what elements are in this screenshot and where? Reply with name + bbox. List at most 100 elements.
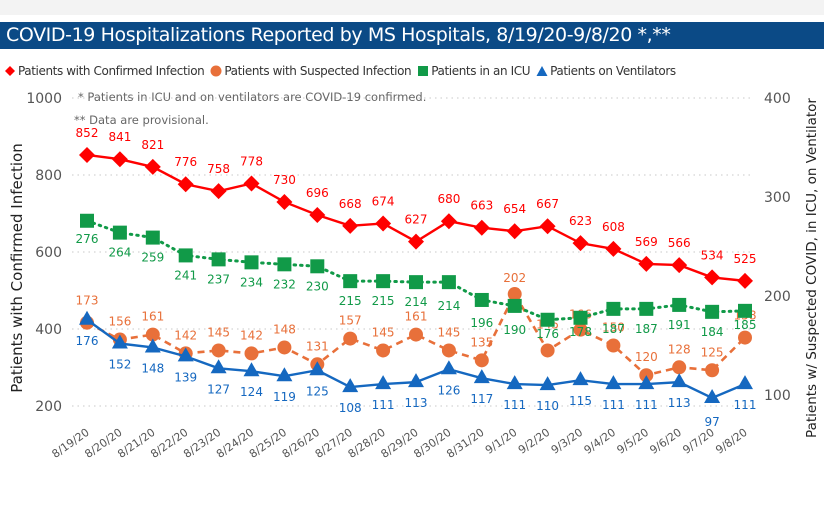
data-label: 276 xyxy=(76,232,99,246)
data-label: 115 xyxy=(569,394,592,408)
data-label: 119 xyxy=(273,390,296,404)
data-point-square xyxy=(573,310,588,325)
data-label: 241 xyxy=(174,268,197,282)
data-label: 821 xyxy=(141,138,164,152)
data-point-triangle xyxy=(704,388,721,403)
data-point-square xyxy=(145,230,160,245)
data-point-circle xyxy=(672,360,687,375)
legend-label: Patients in an ICU xyxy=(431,64,531,78)
data-label: 157 xyxy=(339,314,362,328)
data-point-square xyxy=(343,274,358,289)
legend-label: Patients with Suspected Infection xyxy=(224,64,412,78)
data-label: 841 xyxy=(108,130,131,144)
data-point-square xyxy=(376,274,391,289)
data-label: 234 xyxy=(240,275,263,289)
data-point-triangle xyxy=(375,375,392,390)
data-label: 237 xyxy=(207,272,230,286)
data-label: 145 xyxy=(372,325,395,339)
data-point-triangle xyxy=(342,378,359,393)
data-label: 173 xyxy=(76,294,99,308)
data-label: 131 xyxy=(306,339,329,353)
data-point-square xyxy=(178,248,193,263)
y2-tick-label: 200 xyxy=(764,289,791,305)
y-axis-left-title: Patients with Confirmed Infection xyxy=(8,143,26,392)
data-label: 696 xyxy=(306,186,329,200)
note-1: * Patients in ICU and on ventilators are… xyxy=(78,90,426,104)
data-point-diamond xyxy=(144,158,161,175)
data-label: 196 xyxy=(470,316,493,330)
data-point-triangle xyxy=(309,361,326,376)
data-label: 232 xyxy=(273,277,296,291)
data-label: 569 xyxy=(635,235,658,249)
data-label: 668 xyxy=(339,197,362,211)
data-label: 113 xyxy=(668,396,691,410)
data-point-diamond xyxy=(671,257,688,274)
data-label: 534 xyxy=(701,248,724,262)
x-tick-label: 8/31/20 xyxy=(444,426,486,461)
data-label: 191 xyxy=(668,318,691,332)
data-point-diamond xyxy=(473,219,490,236)
data-label: 117 xyxy=(470,392,493,406)
series-circle: 173 156 161 142 145 142 148 131 157 145 161 145 135 2… xyxy=(76,271,756,383)
data-label: 623 xyxy=(569,214,592,228)
x-tick-label: 9/5/20 xyxy=(615,426,651,457)
legend-item-icu: Patients in an ICU xyxy=(417,64,531,78)
data-point-triangle xyxy=(539,376,556,391)
data-label: 663 xyxy=(470,199,493,213)
data-point-circle xyxy=(244,346,259,361)
data-point-triangle xyxy=(440,360,457,375)
data-label: 190 xyxy=(503,323,526,337)
data-point-diamond xyxy=(572,235,589,252)
data-point-diamond xyxy=(243,175,260,192)
data-label: 110 xyxy=(536,399,559,413)
data-label: 113 xyxy=(405,396,428,410)
data-label: 214 xyxy=(437,299,460,313)
data-point-square xyxy=(310,259,325,274)
data-point-triangle xyxy=(276,367,293,382)
data-point-square xyxy=(705,304,720,319)
data-label: 148 xyxy=(141,361,164,375)
data-point-square xyxy=(540,312,555,327)
data-point-circle xyxy=(738,330,752,345)
legend-label: Patients on Ventilators xyxy=(550,64,676,78)
data-label: 178 xyxy=(569,325,592,339)
data-point-square xyxy=(409,275,423,290)
data-label: 776 xyxy=(174,155,197,169)
y-tick-label: 800 xyxy=(35,168,62,184)
data-point-circle xyxy=(343,331,358,346)
data-label: 142 xyxy=(240,328,263,342)
data-label: 108 xyxy=(339,401,362,415)
data-point-circle xyxy=(606,338,621,353)
data-label: 111 xyxy=(734,398,757,412)
data-label: 259 xyxy=(141,251,164,265)
legend-label: Patients with Confirmed Infection xyxy=(18,64,205,78)
x-axis: 8/19/208/20/208/21/208/22/208/23/208/24/… xyxy=(50,426,750,461)
chart-title: COVID-19 Hospitalizations Reported by MS… xyxy=(0,22,824,49)
y2-tick-label: 400 xyxy=(764,91,791,107)
square-icon xyxy=(418,66,429,76)
data-point-square xyxy=(244,255,259,270)
y2-tick-label: 300 xyxy=(764,190,791,206)
series-triangle: 176 152 148 139 127 124 119 125 108 111 113 126 117 1… xyxy=(76,310,757,429)
x-tick-label: 9/7/20 xyxy=(680,426,716,457)
data-label: 142 xyxy=(174,328,197,342)
data-label: 566 xyxy=(668,236,691,250)
data-label: 185 xyxy=(734,318,757,332)
x-tick-label: 9/2/20 xyxy=(516,426,552,457)
data-label: 730 xyxy=(273,173,296,187)
data-label: 176 xyxy=(536,327,559,341)
data-label: 125 xyxy=(306,384,329,398)
data-point-diamond xyxy=(638,255,655,272)
series-diamond: 852 841 821 776 758 778 730 696 668 674 627 680 663 6… xyxy=(76,126,756,289)
data-point-square xyxy=(738,303,752,318)
data-point-square xyxy=(672,297,687,312)
data-point-triangle xyxy=(79,310,95,325)
data-point-diamond xyxy=(111,151,128,168)
data-point-circle xyxy=(211,343,226,358)
x-tick-label: 9/3/20 xyxy=(549,426,585,457)
data-label: 654 xyxy=(503,202,526,216)
data-point-circle xyxy=(507,287,522,302)
data-label: 124 xyxy=(240,385,263,399)
data-point-triangle xyxy=(638,375,655,390)
data-point-diamond xyxy=(539,218,556,235)
